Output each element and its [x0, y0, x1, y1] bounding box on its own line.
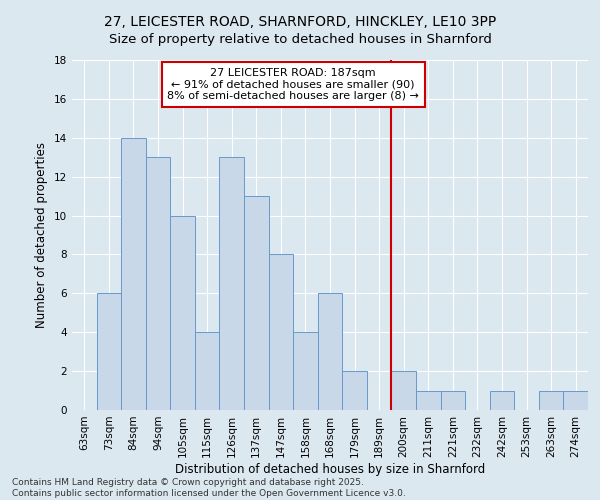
- Text: Size of property relative to detached houses in Sharnford: Size of property relative to detached ho…: [109, 32, 491, 46]
- Bar: [146, 157, 170, 410]
- Bar: [170, 216, 195, 410]
- Bar: [318, 294, 342, 410]
- Text: 27 LEICESTER ROAD: 187sqm
← 91% of detached houses are smaller (90)
8% of semi-d: 27 LEICESTER ROAD: 187sqm ← 91% of detac…: [167, 68, 419, 101]
- Bar: [220, 157, 244, 410]
- Bar: [440, 390, 465, 410]
- Text: 27, LEICESTER ROAD, SHARNFORD, HINCKLEY, LE10 3PP: 27, LEICESTER ROAD, SHARNFORD, HINCKLEY,…: [104, 15, 496, 29]
- Text: Contains HM Land Registry data © Crown copyright and database right 2025.
Contai: Contains HM Land Registry data © Crown c…: [12, 478, 406, 498]
- Bar: [97, 294, 121, 410]
- Bar: [490, 390, 514, 410]
- Bar: [539, 390, 563, 410]
- Bar: [342, 371, 367, 410]
- Bar: [244, 196, 269, 410]
- Bar: [195, 332, 220, 410]
- Bar: [563, 390, 588, 410]
- Bar: [293, 332, 318, 410]
- Bar: [121, 138, 146, 410]
- Bar: [416, 390, 440, 410]
- Bar: [269, 254, 293, 410]
- X-axis label: Distribution of detached houses by size in Sharnford: Distribution of detached houses by size …: [175, 462, 485, 475]
- Y-axis label: Number of detached properties: Number of detached properties: [35, 142, 49, 328]
- Bar: [391, 371, 416, 410]
